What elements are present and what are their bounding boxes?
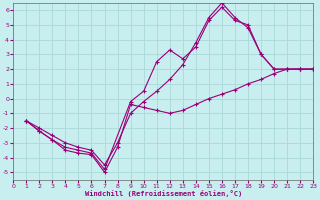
X-axis label: Windchill (Refroidissement éolien,°C): Windchill (Refroidissement éolien,°C) — [84, 190, 242, 197]
